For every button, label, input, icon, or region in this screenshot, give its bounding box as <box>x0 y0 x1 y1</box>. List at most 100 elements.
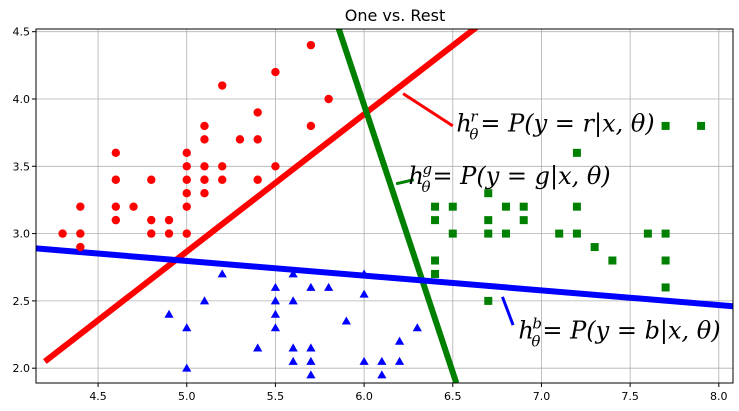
data-point-square <box>501 202 510 211</box>
annotation-pointer-2 <box>501 296 515 326</box>
data-point-circle <box>271 162 280 171</box>
equation-body: = P(y = b|x, θ) <box>542 317 720 346</box>
data-point-circle <box>218 175 227 184</box>
data-point-square <box>572 229 581 238</box>
data-point-circle <box>182 162 191 171</box>
data-point-square <box>484 216 493 225</box>
data-point-circle <box>235 135 245 144</box>
data-point-square <box>431 202 440 211</box>
annotation-pointers <box>395 92 515 326</box>
equation-subscript: θ <box>469 125 478 143</box>
equation-h: h <box>518 317 533 345</box>
data-point-circle <box>200 162 209 171</box>
data-point-triangle <box>359 356 369 365</box>
equation-label-1: hgθ = P(y = g|x, θ) <box>408 160 610 196</box>
annotation-pointer-1 <box>395 178 415 186</box>
data-point-square <box>608 256 617 265</box>
data-point-circle <box>306 121 316 131</box>
x-tick-label: 7.0 <box>533 390 551 403</box>
data-point-triangle <box>164 309 174 318</box>
x-tick-label: 7.5 <box>621 390 639 403</box>
data-point-square <box>484 229 493 238</box>
data-point-circle <box>253 135 262 144</box>
data-point-square <box>519 216 528 225</box>
data-point-triangle <box>288 356 298 365</box>
data-point-circle <box>200 175 209 184</box>
y-tick-label: 4.5 <box>13 26 31 39</box>
data-point-square <box>661 283 670 292</box>
plot-frame <box>35 28 734 384</box>
data-point-circle <box>182 175 191 184</box>
data-point-triangle <box>377 370 387 379</box>
equation-superscript: g <box>422 160 432 178</box>
data-point-circle <box>218 81 227 90</box>
data-point-circle <box>147 229 156 238</box>
data-point-circle <box>129 202 138 211</box>
data-point-circle <box>76 229 85 238</box>
data-point-square <box>519 202 528 211</box>
data-point-circle <box>200 121 209 131</box>
data-point-square <box>501 229 510 238</box>
data-point-circle <box>182 148 191 158</box>
data-point-triangle <box>270 296 281 305</box>
data-point-circle <box>182 202 191 211</box>
x-tick-label: 8.0 <box>710 390 728 403</box>
y-tick-label: 3.0 <box>13 228 31 241</box>
x-tick-label: 6.5 <box>444 390 462 403</box>
data-point-circle <box>182 229 191 238</box>
data-point-square <box>484 189 493 198</box>
decision-line-2 <box>36 245 733 310</box>
data-point-triangle <box>270 282 281 291</box>
data-point-square <box>431 216 440 225</box>
x-tick-label: 5.5 <box>267 390 285 403</box>
decision-line-0 <box>43 29 480 364</box>
data-point-square <box>661 229 670 238</box>
data-point-triangle <box>253 343 263 352</box>
data-point-circle <box>164 229 174 238</box>
decision-line-1 <box>335 29 460 383</box>
data-point-circle <box>147 215 156 225</box>
data-point-circle <box>111 148 121 158</box>
axes: 4.5 5.0 5.5 6.0 6.5 7.0 7.5 8.0 2.0 2.5 3.0 3.5 4.0 4… <box>13 26 734 403</box>
equation-body: = P(y = r|x, θ) <box>480 109 654 138</box>
data-point-triangle <box>199 296 210 305</box>
decision-lines <box>36 29 733 383</box>
data-point-square <box>484 296 493 305</box>
data-point-circle <box>111 175 121 184</box>
data-point-circle <box>306 40 316 50</box>
equation-label-0: hrθ = P(y = r|x, θ) <box>456 107 654 143</box>
data-point-circle <box>253 108 262 117</box>
data-point-circle <box>164 215 174 225</box>
x-tick-label: 6.0 <box>355 390 373 403</box>
data-point-square <box>431 256 440 265</box>
data-point-circle <box>218 162 227 171</box>
equation-superscript: r <box>470 107 478 125</box>
equation-h: h <box>408 162 423 190</box>
data-point-square <box>643 229 652 238</box>
data-point-circle <box>324 94 333 104</box>
data-point-triangle <box>217 269 227 278</box>
data-point-triangle <box>359 289 369 298</box>
equation-label-2: hbθ = P(y = b|x, θ) <box>518 315 720 351</box>
data-point-triangle <box>394 336 405 345</box>
data-point-triangle <box>341 316 351 325</box>
equation-h: h <box>456 109 471 137</box>
chart-title: One vs. Rest <box>345 6 446 25</box>
data-point-square <box>572 148 581 157</box>
data-point-square <box>431 269 440 278</box>
data-point-circle <box>111 215 121 225</box>
data-point-circle <box>147 175 156 184</box>
data-point-triangle <box>182 363 192 372</box>
equation-superscript: b <box>532 315 542 333</box>
data-point-square <box>555 229 564 238</box>
data-point-triangle <box>288 343 298 352</box>
annotation-pointer-0 <box>402 92 454 128</box>
data-points <box>58 40 706 379</box>
data-point-square <box>448 202 457 211</box>
data-point-circle <box>58 229 67 238</box>
data-point-square <box>661 256 670 265</box>
data-point-circle <box>76 242 85 252</box>
data-point-triangle <box>182 323 192 332</box>
data-point-circle <box>271 67 280 77</box>
